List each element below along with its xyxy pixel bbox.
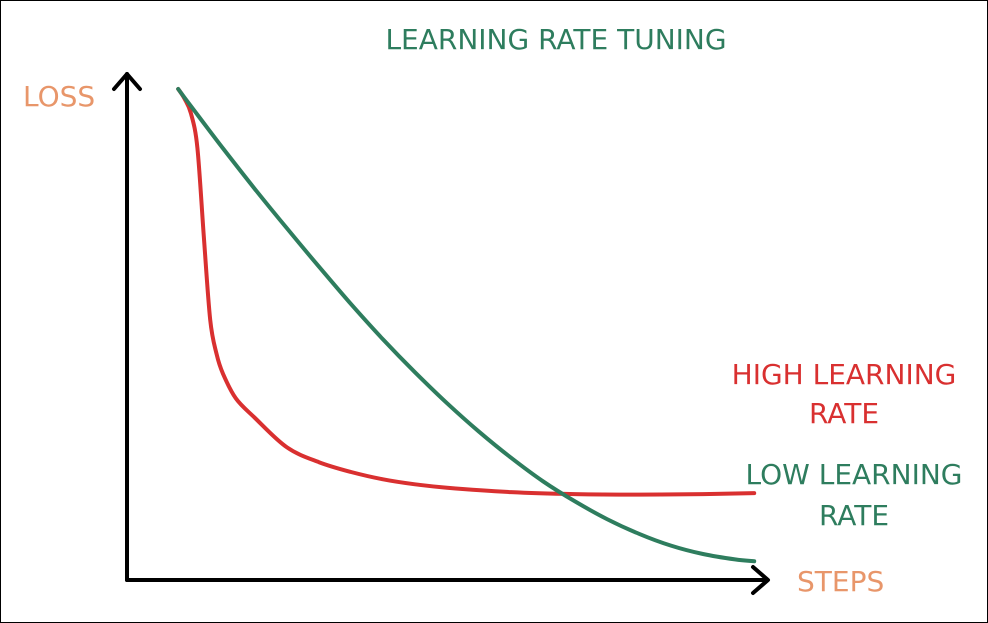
chart-title: LEARNING RATE TUNING — [385, 23, 726, 56]
series-line-low-learning-rate — [176, 87, 757, 564]
x-axis-arrowhead — [751, 565, 770, 595]
legend-high-lr-line1: HIGH LEARNING — [732, 358, 957, 391]
legend-low-lr-line1: LOW LEARNING — [746, 458, 963, 491]
y-axis-arrowhead — [112, 72, 142, 91]
series-layer — [176, 87, 757, 564]
y-axis-label: LOSS — [23, 80, 95, 113]
legend-layer: HIGH LEARNING RATE LOW LEARNING RATE — [732, 358, 963, 532]
x-axis-label: STEPS — [797, 565, 884, 598]
series-line-high-learning-rate — [176, 87, 757, 497]
axes — [112, 72, 770, 595]
legend-high-lr-line2: RATE — [809, 397, 879, 430]
legend-low-lr-line2: RATE — [819, 499, 889, 532]
